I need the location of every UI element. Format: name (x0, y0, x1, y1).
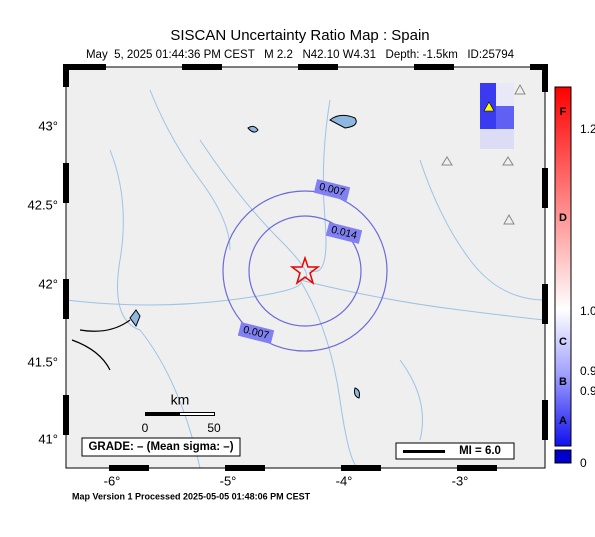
scale-label: 0 (142, 421, 149, 435)
grid-cell (496, 83, 514, 106)
grade-box (81, 437, 241, 457)
colorbar-min (554, 449, 572, 464)
colorbar: F D C B A 1.2 1.0 0.9 0.9 0 (554, 86, 595, 470)
river (109, 149, 201, 469)
lat-label: 42° (38, 276, 58, 291)
coastline (71, 319, 131, 371)
grade-letter: F (560, 106, 567, 118)
grade-letter: C (559, 336, 567, 348)
lake (354, 387, 360, 399)
grid-cell (480, 129, 514, 149)
station (483, 101, 495, 112)
lon-label: -3° (452, 473, 469, 488)
lake (329, 114, 357, 129)
lat-labels: 43° 42.5° 42° 41.5° 41° (27, 118, 58, 446)
lat-label: 42.5° (27, 197, 58, 212)
map-background (66, 67, 545, 468)
station (502, 156, 514, 166)
title: SISCAN Uncertainty Ratio Map : Spain (170, 27, 429, 44)
grade-letter: B (559, 376, 567, 388)
map-frame (65, 66, 546, 469)
station (514, 83, 526, 95)
lon-label: -6° (104, 473, 121, 488)
epicenter (289, 255, 321, 285)
lon-labels: -6° -5° -4° -3° (104, 473, 469, 488)
station (503, 213, 515, 225)
legend-box (395, 442, 515, 460)
colorbar-tick-label: 1.2 (580, 122, 595, 136)
map-area: 0.007 0.014 0.007 km 0 50 GRADE: – (Mean… (63, 64, 548, 471)
lat-label: 41.5° (27, 354, 58, 369)
grade-letter: A (559, 415, 567, 427)
contour (222, 190, 388, 352)
grade-letter: D (559, 212, 567, 224)
scale-unit: km (171, 392, 190, 408)
legend-label: MI = 6.0 (459, 445, 501, 457)
legend-line (403, 450, 445, 453)
station (441, 156, 453, 166)
colorbar-tick-label: 0 (580, 456, 587, 470)
colorbar-tick-label: 1.0 (580, 304, 595, 318)
colorbar-tick-label: 0.9 (580, 364, 595, 378)
colorbar-tick-label: 0.9 (580, 384, 595, 398)
subtitle: May 5, 2025 01:44:36 PM CEST M 2.2 N42.1… (86, 49, 515, 61)
grade: GRADE: – (Mean sigma: –) (88, 441, 233, 453)
grid-cell (496, 106, 514, 129)
lake (129, 309, 141, 328)
contour (248, 215, 362, 327)
river (399, 359, 423, 441)
lat-label: 41° (38, 431, 58, 446)
river (149, 89, 231, 251)
river (419, 159, 546, 301)
colorbar-scale (554, 86, 572, 447)
lake (247, 125, 259, 133)
lon-label: -4° (336, 473, 353, 488)
footer: Map Version 1 Processed 2025-05-05 01:48… (72, 491, 311, 501)
scale-bar (180, 413, 214, 415)
lon-label: -5° (220, 473, 237, 488)
scale-label: 50 (207, 421, 221, 435)
lat-label: 43° (38, 118, 58, 133)
